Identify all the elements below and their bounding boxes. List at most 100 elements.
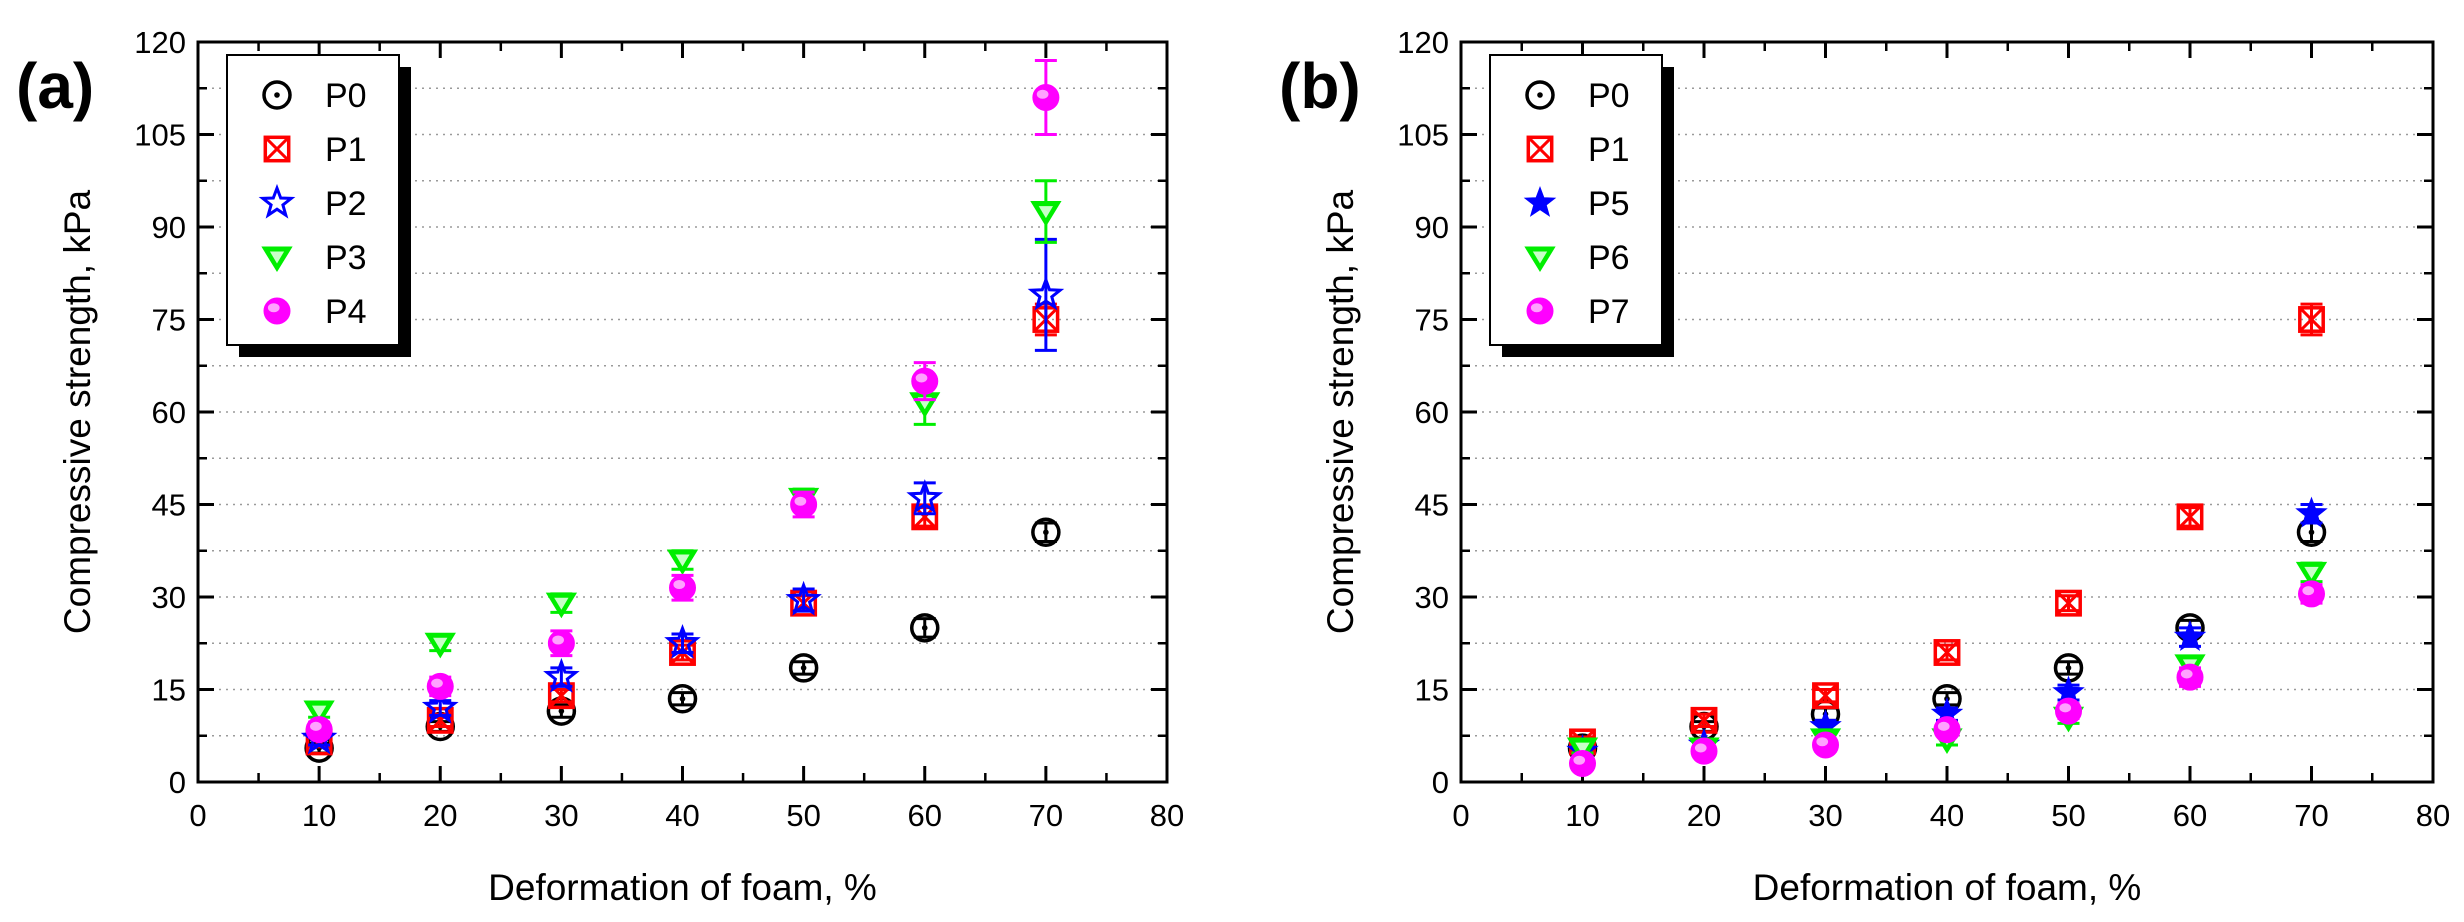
legend-label: P1 [1588, 131, 1630, 169]
y-tick-label: 30 [152, 580, 186, 615]
data-point [303, 700, 335, 727]
x-tick-label: 70 [2294, 798, 2328, 833]
x-tick-label: 20 [423, 798, 457, 833]
data-point [2173, 619, 2207, 651]
x-tick-label: 80 [1150, 798, 1184, 833]
legend-box [1489, 54, 1663, 346]
legend-marker [1526, 297, 1554, 325]
data-point [1812, 682, 1839, 710]
data-point [2176, 663, 2204, 691]
legend-label: P7 [1588, 293, 1630, 331]
data-point [2295, 561, 2328, 588]
x-tick-label: 30 [1808, 798, 1842, 833]
legend-label: P5 [1588, 185, 1630, 223]
legend-label: P0 [325, 77, 367, 115]
legend-label: P4 [325, 293, 367, 331]
data-point [2295, 496, 2328, 528]
x-axis-title: Deformation of foam, % [488, 867, 877, 908]
y-tick-label: 90 [152, 210, 186, 245]
y-tick-label: 0 [169, 765, 186, 800]
data-point [910, 613, 940, 643]
x-tick-label: 0 [189, 798, 206, 833]
data-point [1933, 716, 1961, 744]
data-point [666, 549, 699, 576]
legend-label: P0 [1588, 77, 1630, 115]
data-point [785, 580, 822, 616]
data-point [305, 716, 333, 744]
y-tick-label: 120 [1397, 25, 1449, 60]
data-point [1812, 731, 1839, 759]
legend-box [226, 54, 400, 346]
legend-marker [262, 80, 292, 110]
legend-marker [1526, 135, 1554, 163]
y-tick-label: 75 [152, 303, 186, 338]
y-axis-title: Compressive strength, kPa [1320, 189, 1361, 634]
y-tick-label: 15 [152, 673, 186, 708]
x-tick-label: 80 [2416, 798, 2450, 833]
y-tick-label: 60 [1415, 395, 1449, 430]
y-tick-label: 45 [152, 488, 186, 523]
panel-label: (a) [16, 50, 94, 122]
x-tick-label: 40 [1930, 798, 1964, 833]
legend-marker [263, 297, 291, 325]
data-point [1569, 750, 1596, 777]
data-point [2055, 697, 2082, 725]
data-point [664, 624, 701, 659]
data-point [2176, 503, 2204, 531]
data-point [1690, 737, 1718, 765]
series-p2 [300, 237, 1065, 755]
chart-panel-a: 0 15 30 45 60 75 90 105 120 0 10 20 30 40 50 60 70 80 Defo… [16, 25, 1184, 908]
y-tick-label: 15 [1415, 673, 1449, 708]
panel-label: (b) [1279, 50, 1361, 122]
data-point [1032, 84, 1060, 111]
chart-panel-b: 0 15 30 45 60 75 90 105 120 0 10 20 30 40 50 60 70 80 Defo… [1279, 25, 2450, 908]
y-axis-title: Compressive strength, kPa [57, 189, 98, 634]
x-tick-label: 70 [1029, 798, 1063, 833]
x-tick-label: 0 [1452, 798, 1469, 833]
legend-marker [1524, 246, 1556, 273]
legend-label: P1 [325, 131, 367, 169]
series-p7 [1569, 580, 2325, 777]
x-tick-label: 60 [2173, 798, 2207, 833]
y-tick-label: 120 [134, 25, 186, 60]
x-tick-label: 10 [302, 798, 336, 833]
legend-marker [261, 246, 293, 273]
y-tick-label: 30 [1415, 580, 1449, 615]
data-point [2298, 580, 2325, 608]
data-point [426, 672, 454, 700]
x-tick-label: 50 [2051, 798, 2085, 833]
legend: P0 P1 P5 P6 P7 [1489, 54, 1663, 346]
data-point [2055, 589, 2082, 617]
y-tick-label: 45 [1415, 488, 1449, 523]
data-point [424, 632, 456, 659]
y-tick-label: 105 [134, 118, 186, 153]
data-point [2298, 306, 2325, 333]
data-point [788, 653, 819, 683]
data-point [1031, 517, 1061, 547]
y-tick-label: 60 [152, 395, 186, 430]
x-tick-label: 60 [908, 798, 942, 833]
legend: P0 P1 P2 P3 P4 [226, 54, 400, 346]
data-point [545, 592, 578, 619]
legend-label: P3 [325, 239, 367, 277]
x-tick-label: 50 [786, 798, 820, 833]
y-tick-label: 0 [1432, 765, 1449, 800]
data-point [1030, 201, 1062, 227]
x-tick-label: 30 [544, 798, 578, 833]
data-point [906, 479, 944, 514]
legend-label: P2 [325, 185, 367, 223]
data-point [421, 688, 459, 724]
legend-marker [1523, 185, 1557, 217]
x-axis-title: Deformation of foam, % [1753, 867, 2142, 908]
data-point [547, 629, 575, 657]
x-tick-label: 40 [665, 798, 699, 833]
data-point [1027, 275, 1065, 311]
series-p4 [305, 59, 1060, 744]
y-tick-label: 90 [1415, 210, 1449, 245]
legend-marker [263, 135, 291, 163]
legend-marker [1525, 80, 1555, 110]
y-tick-label: 75 [1415, 303, 1449, 338]
data-point [1933, 639, 1961, 666]
y-tick-label: 105 [1397, 118, 1449, 153]
x-tick-label: 10 [1565, 798, 1599, 833]
